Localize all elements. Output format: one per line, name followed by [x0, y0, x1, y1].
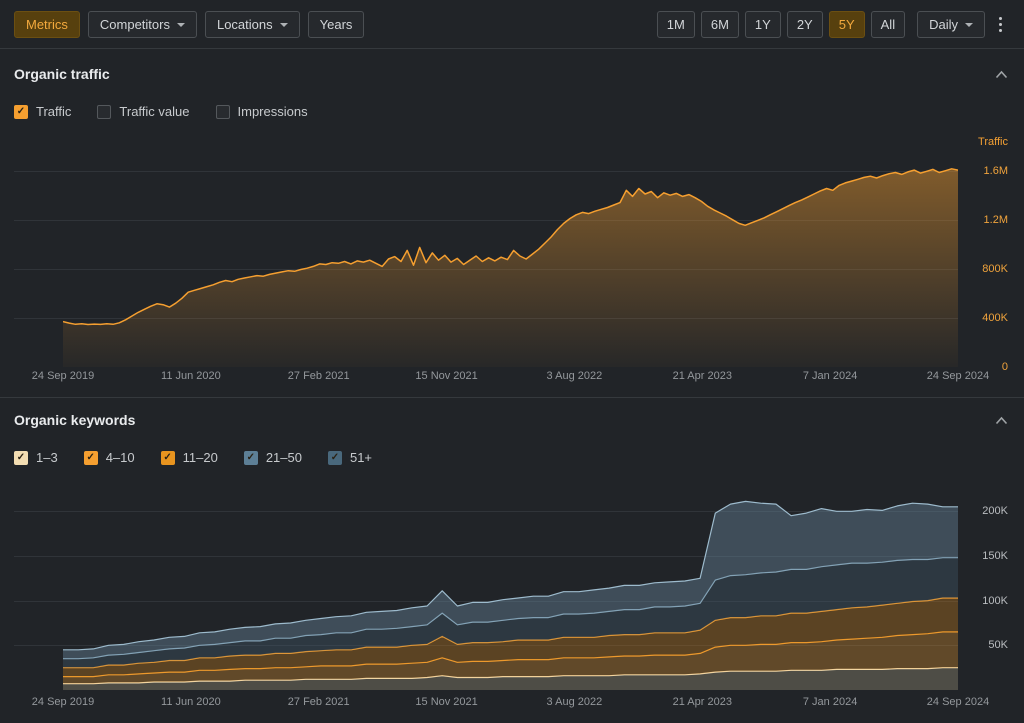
gridline	[14, 556, 958, 557]
legend-label: 1–3	[36, 450, 58, 465]
organic-traffic-chart[interactable]	[63, 140, 958, 367]
y-axis-label: 150K	[982, 550, 1008, 562]
band-line-4-10	[63, 631, 958, 678]
granularity-label: Daily	[929, 16, 958, 32]
traffic-toggle-impressions[interactable]: Impressions	[215, 104, 308, 119]
x-axis-label: 11 Jun 2020	[161, 696, 221, 708]
keywords-toggle-1-3[interactable]: ✓ 1–3	[14, 450, 58, 465]
x-axis-label: 3 Aug 2022	[546, 696, 603, 708]
x-axis-label: 24 Sep 2019	[31, 696, 95, 708]
competitors-label: Competitors	[99, 16, 170, 32]
traffic-axis-title: Traffic	[978, 136, 1008, 148]
x-axis-label: 11 Jun 2020	[161, 370, 221, 382]
legend-label: 4–10	[105, 450, 135, 465]
checkbox-unchecked-icon	[215, 104, 230, 119]
x-axis-label: 15 Nov 2021	[415, 696, 478, 708]
y-axis-label: 50K	[988, 639, 1008, 652]
divider	[0, 397, 1024, 398]
locations-label: Locations	[216, 16, 273, 32]
keywords-toggle-51+[interactable]: ✓ 51+	[327, 450, 373, 465]
collapse-traffic-icon[interactable]	[995, 70, 1008, 79]
x-axis-label: 24 Sep 2019	[31, 370, 95, 382]
gridline	[14, 511, 958, 513]
x-axis-label: 21 Apr 2023	[672, 696, 732, 708]
checkbox-checked-icon: ✓	[327, 450, 342, 465]
band-21-50	[63, 557, 958, 668]
legend-label: 21–50	[265, 450, 302, 465]
toolbar: Metrics Competitors Locations Years 1M 6M…	[0, 0, 1024, 48]
divider	[0, 48, 1024, 49]
range-2y[interactable]: 2Y	[786, 10, 823, 38]
keywords-toggle-11-20[interactable]: ✓ 11–20	[160, 450, 218, 465]
traffic-toggle-traffic-value[interactable]: Traffic value	[97, 104, 190, 119]
range-all[interactable]: All	[870, 10, 906, 38]
x-axis-label: 7 Jan 2024	[802, 370, 858, 382]
x-axis-label: 3 Aug 2022	[546, 370, 603, 382]
keywords-toggle-4-10[interactable]: ✓ 4–10	[83, 450, 135, 465]
years-button[interactable]: Years	[307, 10, 365, 38]
checkbox-checked-icon: ✓	[14, 104, 28, 119]
checkbox-checked-icon: ✓	[14, 450, 28, 465]
x-axis-label: 15 Nov 2021	[415, 370, 478, 382]
keywords-toggle-21-50[interactable]: ✓ 21–50	[243, 450, 302, 465]
x-axis-label: 7 Jan 2024	[802, 696, 858, 708]
organic-traffic-title: Organic traffic	[14, 66, 110, 82]
range-1y[interactable]: 1Y	[744, 10, 781, 38]
granularity-dropdown[interactable]: Daily	[917, 10, 985, 38]
band-1-3	[63, 667, 958, 690]
checkbox-unchecked-icon	[97, 104, 112, 119]
y-axis-label: 0	[1001, 361, 1008, 373]
gridline	[14, 645, 958, 647]
checkbox-checked-icon: ✓	[243, 450, 258, 465]
band-4-10	[63, 631, 958, 684]
band-line-51+	[63, 500, 958, 651]
band-line-11-20	[63, 597, 958, 669]
organic-keywords-chart[interactable]	[63, 480, 958, 690]
competitors-dropdown[interactable]: Competitors	[87, 10, 197, 38]
metrics-button[interactable]: Metrics	[14, 10, 80, 38]
more-options-icon[interactable]	[991, 11, 1010, 38]
legend-label: Traffic value	[119, 104, 190, 119]
range-6m[interactable]: 6M	[700, 10, 739, 38]
locations-dropdown[interactable]: Locations	[204, 10, 300, 38]
legend-label: Impressions	[237, 104, 308, 119]
traffic-area	[63, 168, 958, 367]
checkbox-checked-icon: ✓	[83, 450, 98, 465]
range-selector: 1M 6M 1Y 2Y 5Y All Daily	[656, 10, 1010, 38]
traffic-line	[63, 168, 958, 326]
y-axis-label: 800K	[982, 262, 1008, 275]
collapse-keywords-icon[interactable]	[995, 416, 1008, 425]
y-axis-label: 100K	[982, 594, 1008, 607]
traffic-legend: ✓ Traffic Traffic value Impressions	[14, 104, 308, 119]
organic-keywords-title: Organic keywords	[14, 412, 136, 428]
chevron-down-icon	[965, 23, 973, 27]
legend-label: Traffic	[36, 104, 72, 119]
x-axis-label: 27 Feb 2021	[287, 370, 350, 382]
traffic-toggle-traffic[interactable]: ✓ Traffic	[14, 104, 71, 119]
y-axis-label: 200K	[982, 505, 1008, 518]
x-axis-label: 27 Feb 2021	[287, 696, 350, 708]
y-axis-label: 1.6M	[983, 164, 1008, 177]
chevron-down-icon	[279, 23, 288, 27]
band-51+	[63, 501, 958, 659]
gridline	[14, 170, 958, 172]
checkbox-checked-icon: ✓	[160, 450, 175, 465]
gridline	[14, 219, 958, 221]
y-axis-label: 1.2M	[983, 213, 1008, 226]
band-line-21-50	[63, 557, 958, 660]
range-5y[interactable]: 5Y	[828, 10, 865, 38]
y-axis-label: 400K	[982, 311, 1008, 324]
chevron-down-icon	[176, 23, 185, 27]
x-axis-label: 24 Sep 2024	[926, 696, 990, 708]
x-axis-label: 24 Sep 2024	[926, 370, 990, 382]
band-line-1-3	[63, 667, 958, 685]
range-buttons: 1M 6M 1Y 2Y 5Y All	[656, 10, 906, 38]
legend-label: 51+	[349, 450, 373, 465]
x-axis-label: 21 Apr 2023	[672, 370, 732, 382]
legend-label: 11–20	[182, 450, 218, 465]
keywords-legend: ✓ 1–3 ✓ 4–10 ✓ 11–20 ✓ 21–50 ✓ 51+	[14, 450, 372, 465]
gridline	[14, 600, 958, 602]
range-1m[interactable]: 1M	[656, 10, 695, 38]
